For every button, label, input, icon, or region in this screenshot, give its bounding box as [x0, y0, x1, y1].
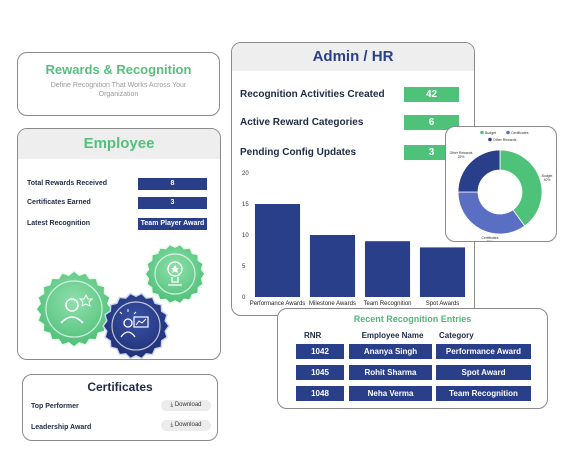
donut-slice [499, 149, 543, 227]
download-icon: ⤓ [170, 402, 174, 408]
legend-label: Budget [485, 131, 496, 135]
legend-swatch [488, 137, 492, 142]
employee-name-cell: Rohit Sharma [349, 365, 432, 380]
awards-bar-chart: 0 5 10 15 20 Performance Awards Milestone Awar… [242, 171, 466, 307]
admin-card: Admin / HR Recognition Activities Create… [231, 42, 475, 316]
presenter-badge-icon [102, 292, 170, 359]
certificates-earned-label: Certificates Earned [27, 199, 91, 206]
category-cell: Performance Award [436, 344, 531, 359]
slice-label: 25% [458, 155, 465, 159]
user-star-badge-icon [35, 270, 113, 348]
rewards-subtitle: Define Recognition That Works Across You… [50, 82, 187, 99]
certificate-top-performer: Top Performer [31, 403, 79, 410]
legend-swatch [480, 130, 484, 135]
rnr-cell: 1042 [296, 344, 344, 359]
legend-swatch [506, 130, 510, 135]
bar [364, 241, 411, 297]
employee-title: Employee [18, 129, 220, 159]
certificates-earned-value: 3 [138, 197, 207, 209]
employee-card: Employee Total Rewards Received 8 Certif… [17, 128, 221, 360]
x-tick-label: Spot Awards [426, 301, 460, 307]
total-rewards-label: Total Rewards Received [27, 180, 108, 187]
bar [309, 235, 356, 297]
y-tick-label: 5 [242, 264, 246, 270]
employee-name-cell: Neha Verma [349, 386, 432, 401]
rnr-cell: 1045 [296, 365, 344, 380]
employee-name-cell: Ananya Singh [349, 344, 432, 359]
x-tick-label: Team Recognition [363, 301, 411, 307]
reward-categories-value: 6 [404, 115, 459, 130]
column-header-rnr: RNR [304, 331, 322, 340]
admin-title: Admin / HR [232, 43, 474, 71]
badges-illustration [35, 243, 206, 359]
donut-slice [457, 149, 501, 193]
download-label: Download [174, 422, 202, 428]
category-cell: Team Recognition [436, 386, 531, 401]
slice-label: 40% [544, 178, 551, 182]
column-header-employee-name: Employee Name [361, 331, 424, 340]
slice-label: Budget [542, 174, 553, 178]
rewards-card: Rewards & Recognition Define Recognition… [17, 52, 220, 116]
category-cell: Spot Award [436, 365, 531, 380]
x-tick-label: Performance Awards [250, 301, 306, 307]
y-tick-label: 0 [242, 295, 246, 301]
slice-label: 35% [487, 240, 494, 241]
activities-created-value: 42 [404, 87, 459, 102]
certificates-card: Certificates Top Performer ⤓ Download Le… [22, 374, 218, 441]
rnr-cell: 1048 [296, 386, 344, 401]
latest-recognition-label: Latest Recognition [27, 220, 91, 227]
certificates-title: Certificates [87, 380, 153, 394]
legend-label: Other Rewards [493, 138, 517, 142]
reward-categories-label: Active Reward Categories [240, 117, 364, 128]
certificate-leadership-award: Leadership Award [31, 424, 92, 431]
download-button[interactable]: ⤓ Download [161, 400, 211, 411]
activities-created-label: Recognition Activities Created [240, 89, 385, 100]
total-rewards-value: 8 [138, 178, 207, 190]
slice-label: Other Rewards [450, 151, 473, 155]
x-tick-label: Milestone Awards [309, 301, 356, 307]
rewards-title: Rewards & Recognition [45, 62, 192, 77]
recent-entries-card: Recent Recognition Entries RNR Employee … [277, 308, 548, 409]
y-tick-label: 10 [242, 233, 249, 239]
latest-recognition-value: Team Player Award [138, 218, 207, 230]
pending-updates-label: Pending Config Updates [240, 147, 357, 158]
slice-label: Certificates [482, 236, 499, 240]
y-tick-label: 15 [242, 202, 249, 208]
bar [254, 204, 301, 297]
donut-slice [457, 191, 526, 235]
download-label: Download [174, 402, 202, 408]
download-icon: ⤓ [170, 422, 174, 428]
legend-label: Certificates [511, 131, 529, 135]
trophy-badge-icon [144, 243, 206, 305]
column-header-category: Category [439, 331, 474, 340]
bar [419, 247, 466, 297]
budget-donut-card: Budget Certificates Other Rewards Budget 40%… [445, 126, 557, 244]
y-tick-label: 20 [242, 171, 249, 177]
download-button[interactable]: ⤓ Download [161, 420, 211, 431]
recent-title: Recent Recognition Entries [353, 314, 472, 324]
